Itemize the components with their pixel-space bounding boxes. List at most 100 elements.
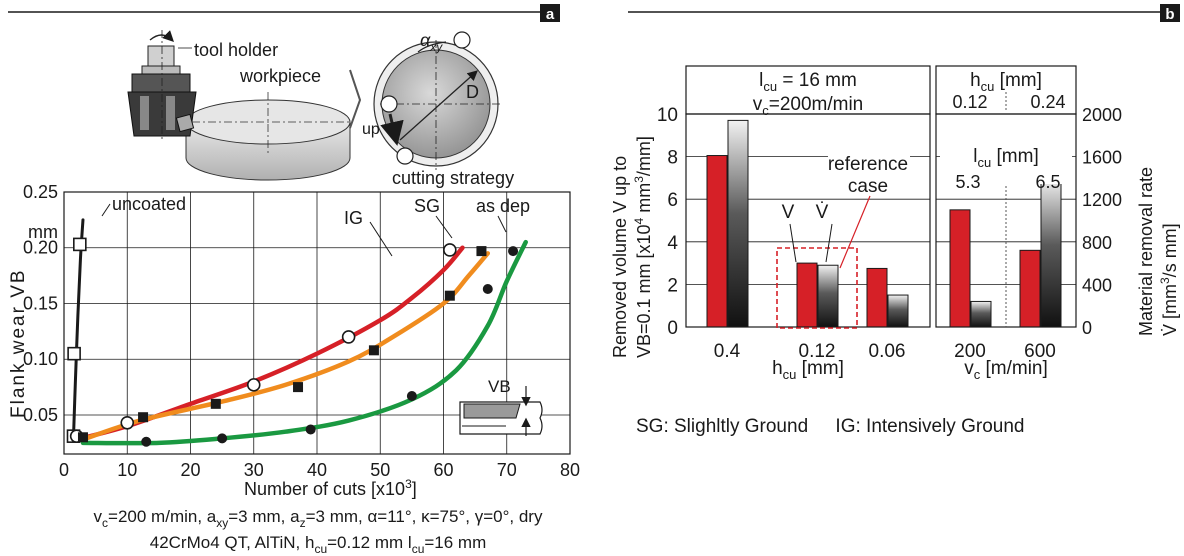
chart-b-right-ylabel-1: Material removal rate: [1136, 167, 1156, 336]
bar-v-right-200: [949, 209, 971, 328]
abbreviation-legend: SG: Slighltly Ground IG: Intensively Gro…: [636, 416, 1046, 438]
chart-b-left-y-tick-label: 4: [667, 233, 678, 254]
panel-tag-a: [540, 4, 560, 22]
chart-b-left-y-tick-label: 2: [667, 275, 678, 296]
reference-leader: [839, 195, 871, 269]
annot-asdep-leader: [497, 215, 507, 233]
chart-a-x-tick-label: 40: [307, 460, 327, 480]
up-label: up: [362, 121, 380, 138]
panel-tag-b-label: b: [1165, 6, 1174, 23]
bar-v-left-0.4: [706, 155, 728, 328]
legend-sg: SG: Slighltly Ground: [636, 416, 809, 437]
series-line-ig: [74, 245, 465, 442]
chart-b-right-y-tick-label: 800: [1082, 233, 1112, 253]
header-left-line2: vc=200m/min: [753, 94, 864, 118]
point-ig: [443, 243, 457, 257]
header-right-val-1: 0.12: [952, 92, 987, 112]
chart-b-left-y-tick-label: 10: [657, 105, 678, 126]
chart-a-y-ticks: 0.05 0.10 0.15 0.20 0.25: [23, 182, 58, 425]
reference-label-2: case: [848, 176, 888, 197]
chart-a-y-tick-label: 0.10: [23, 349, 58, 369]
point-ig: [341, 330, 356, 344]
point-sg: [138, 412, 149, 423]
chart-a-y-tick-label: 0.15: [23, 293, 58, 313]
header-right-val-2: 0.24: [1030, 92, 1065, 112]
point-sg: [77, 432, 88, 443]
point-as-dep: [217, 433, 228, 444]
chart-b-x-ticks: 0.4 0.12 0.06 200 600: [714, 341, 1056, 362]
chart-b-left-ylabel-1: Removed volume V up to: [610, 156, 630, 358]
bar-v-right-600: [1019, 249, 1041, 328]
bar-tag-vdot: V̇: [816, 202, 829, 223]
point-sg: [210, 398, 221, 409]
point-as-dep: [305, 424, 316, 435]
series-line-uncoated: [71, 218, 85, 439]
workpiece-shape: [176, 92, 352, 181]
chart-b-right-xlabel: vc [m/min]: [964, 358, 1048, 382]
annot-sg-leader: [435, 215, 453, 239]
point-as-dep: [508, 246, 519, 257]
chart-b-left-y-ticks: 0 2 4 6 8 10: [657, 105, 679, 339]
chart-a-x-tick-label: 30: [244, 460, 264, 480]
vb-inset-label: VB: [488, 377, 511, 396]
annot-ig: IG: [344, 208, 363, 228]
chart-a-x-tick-label: 20: [180, 460, 200, 480]
chart-b-right-y-ticks: 0 400 800 1200 1600 2000: [1082, 105, 1122, 338]
chart-a-x-tick-label: 60: [433, 460, 453, 480]
series-line-sg: [80, 251, 491, 442]
chart-a-x-tick-label: 70: [497, 460, 517, 480]
chart-a-series-lines: [71, 218, 528, 446]
lcu-label: lcu [mm]: [973, 146, 1038, 170]
chart-b-left-xlabel: hcu [mm]: [772, 358, 844, 382]
chevron-separator: [349, 69, 362, 129]
chart-b-right-y-tick-label: 2000: [1082, 105, 1122, 125]
header-right-line1: hcu [mm]: [970, 70, 1042, 94]
point-uncoated: [73, 237, 87, 252]
removed-volume-chart: lcu = 16 mm vc=200m/min hcu [mm] 0.12 0.…: [610, 65, 1180, 382]
chart-a-x-tick-label: 0: [59, 460, 69, 480]
vb-inset: [459, 386, 543, 436]
bar-vdot-left-0.4: [727, 119, 749, 328]
bar-vdot-left-0.06: [887, 294, 909, 328]
lcu-label-bg: [940, 142, 1072, 184]
annot-ig-leader: [369, 221, 393, 257]
chart-a-x-label: Number of cuts [x103]: [244, 477, 417, 499]
series-line-as-dep: [80, 239, 528, 446]
chart-a-y-label: Flank wear VB: [8, 268, 29, 418]
point-ig: [246, 378, 261, 392]
point-ig: [120, 415, 135, 430]
chart-a-y-tick-label: 0.05: [23, 405, 58, 425]
bar-v-left-0.06: [866, 267, 888, 328]
point-sg: [293, 382, 304, 393]
setup-illustration: tool holder workpiece αxy D up cutting s…: [127, 30, 514, 188]
chart-b-left-frame: [685, 113, 931, 328]
point-uncoated: [67, 346, 81, 361]
bar-tag-v-leader: [789, 223, 797, 263]
strategy-disk: [373, 31, 500, 170]
point-as-dep: [406, 391, 417, 402]
chart-a-x-ticks: 0 10 20 30 40 50 60 70 80: [59, 460, 580, 480]
annot-uncoated: uncoated: [112, 194, 186, 214]
chart-b-x-tick-label: 0.12: [799, 341, 836, 362]
point-sg: [476, 246, 487, 257]
chart-b-x-tick-label: 200: [954, 341, 986, 362]
point-sg: [368, 345, 379, 356]
tool-holder-shape: [127, 30, 197, 140]
chart-b-right-y-tick-label: 1200: [1082, 190, 1122, 210]
flank-wear-chart: 0 10 20 30 40 50 60 70 80 0.05 0.10 0.15 0.20 0.25 m…: [8, 182, 580, 556]
reference-box: [776, 247, 858, 329]
conditions-line-2: 42CrMo4 QT, AlTiN, hcu=0.12 mm lcu=16 mm: [150, 533, 487, 556]
diameter-label: D: [466, 82, 479, 102]
chart-a-y-tick-label: 0.20: [23, 238, 58, 258]
chart-a-frame: [63, 191, 571, 455]
chart-a-markers: [66, 237, 519, 447]
header-left-line1: lcu = 16 mm: [759, 70, 857, 94]
chart-a-y-unit: mm: [28, 222, 58, 242]
workpiece-label: workpiece: [239, 66, 321, 86]
bar-vdot-left-0.12: [817, 264, 839, 328]
annot-uncoated-leader: [101, 203, 111, 217]
chart-b-left-y-tick-label: 6: [667, 190, 678, 211]
chart-b-right-ylabel-2: V̇ [mm3/s mm]: [1158, 223, 1180, 336]
chart-a-x-tick-label: 10: [117, 460, 137, 480]
